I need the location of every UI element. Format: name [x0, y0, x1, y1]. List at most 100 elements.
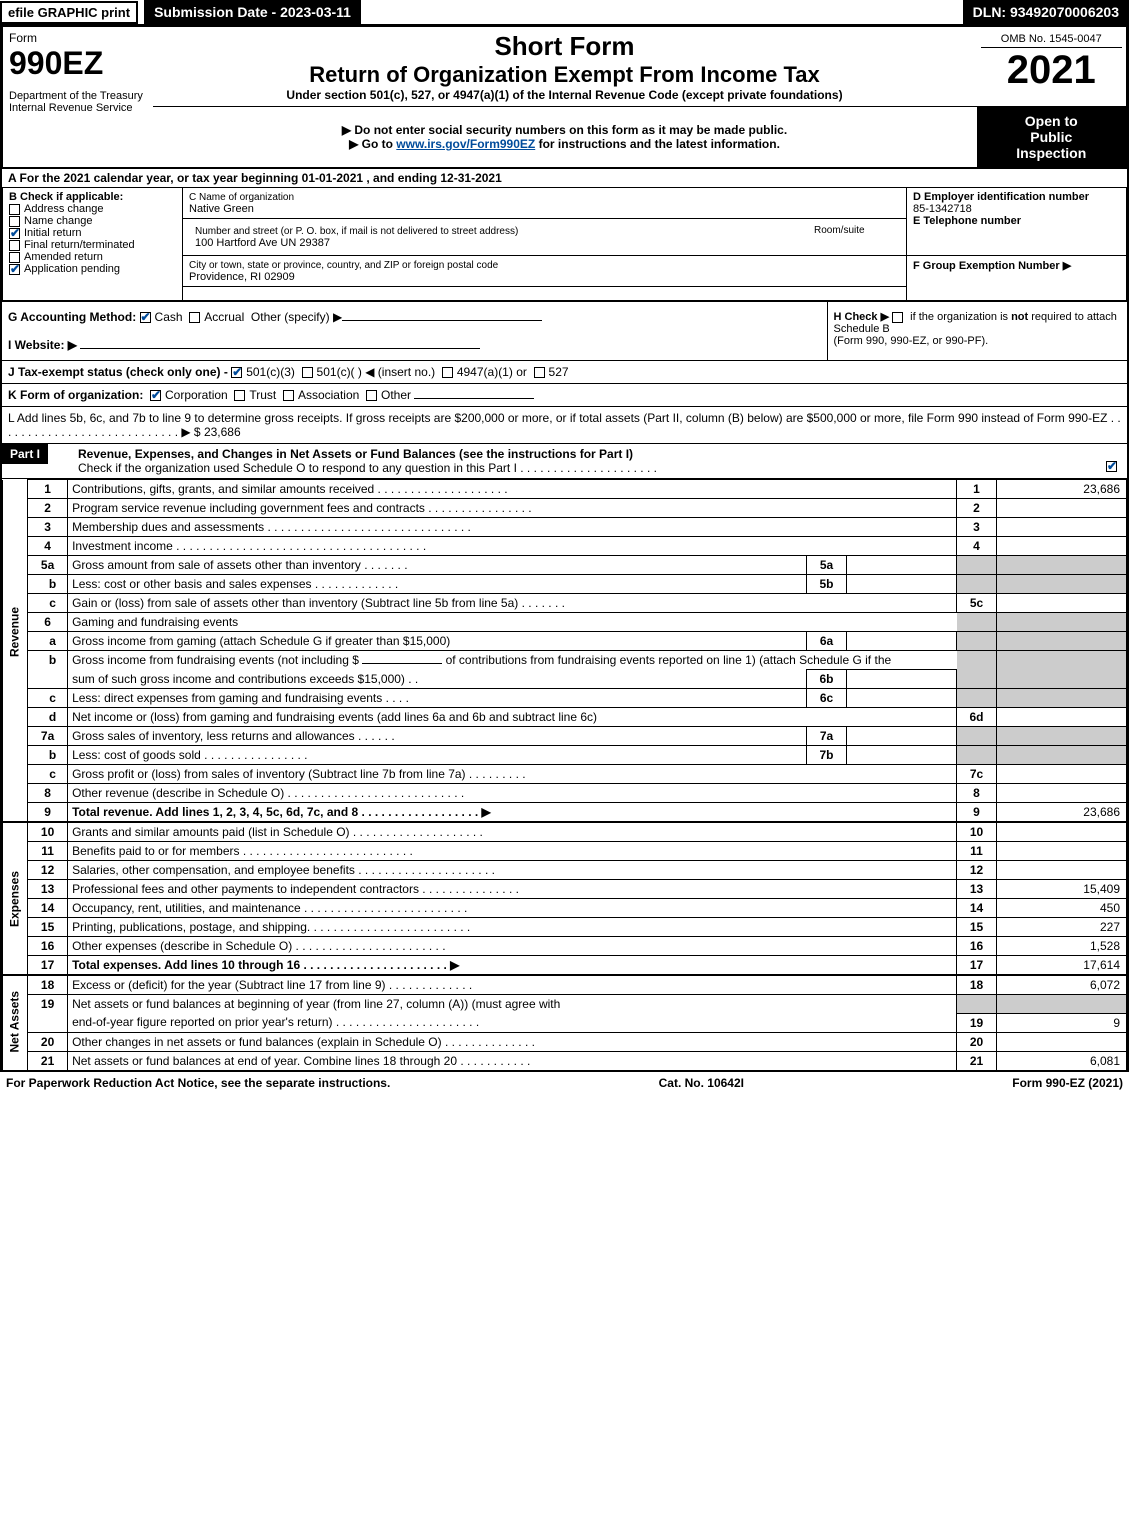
checkbox-cash[interactable] [140, 312, 151, 323]
desc-5c: Gain or (loss) from sale of assets other… [68, 594, 957, 613]
checkbox-app-pending[interactable] [9, 264, 20, 275]
omb-number: OMB No. 1545-0047 [981, 31, 1123, 48]
ln-16: 16 [28, 937, 68, 956]
checkbox-corp[interactable] [150, 390, 161, 401]
sub-6b: 6b [807, 670, 847, 689]
ln-7a: 7a [28, 727, 68, 746]
goto-text: ▶ Go to www.irs.gov/Form990EZ for instru… [157, 137, 973, 151]
desc-10: Grants and similar amounts paid (list in… [68, 822, 957, 842]
form-frame: Form 990EZ Department of the Treasury In… [0, 24, 1129, 1072]
sec-c-name-lbl: C Name of organization [189, 192, 294, 203]
irs-link[interactable]: www.irs.gov/Form990EZ [396, 137, 535, 151]
ln-7b: b [28, 746, 68, 765]
lines-grid: Revenue 1 Contributions, gifts, grants, … [2, 479, 1127, 1070]
checkbox-initial-return[interactable] [9, 228, 20, 239]
lbl-527: 527 [549, 365, 569, 379]
desc-16: Other expenses (describe in Schedule O) … [68, 937, 957, 956]
amt-15: 227 [997, 918, 1127, 937]
checkbox-accrual[interactable] [189, 312, 200, 323]
num-3: 3 [957, 518, 997, 537]
ln-12: 12 [28, 861, 68, 880]
checkbox-final-return[interactable] [9, 240, 20, 251]
desc-3: Membership dues and assessments . . . . … [68, 518, 957, 537]
lbl-other-method: Other (specify) ▶ [251, 310, 342, 324]
ln-17: 17 [28, 956, 68, 976]
desc-12: Salaries, other compensation, and employ… [68, 861, 957, 880]
desc-5b: Less: cost or other basis and sales expe… [68, 575, 807, 594]
desc-6c: Less: direct expenses from gaming and fu… [68, 689, 807, 708]
sec-c-city-lbl: City or town, state or province, country… [189, 260, 498, 271]
dln-label: DLN: 93492070006203 [963, 0, 1129, 24]
checkbox-sched-b[interactable] [892, 312, 903, 323]
lbl-501c: 501(c)( ) [317, 365, 362, 379]
desc-6b-2: sum of such gross income and contributio… [68, 670, 807, 689]
sec-k: K Form of organization: Corporation Trus… [2, 383, 1127, 406]
lbl-insert-no: ◀ (insert no.) [365, 365, 435, 379]
footer-left: For Paperwork Reduction Act Notice, see … [6, 1076, 390, 1090]
sec-c-street-lbl: Number and street (or P. O. box, if mail… [195, 226, 518, 237]
checkbox-part1-schedo[interactable] [1106, 461, 1117, 472]
checkbox-address-change[interactable] [9, 204, 20, 215]
room-suite-lbl: Room/suite [810, 222, 900, 252]
sub-5b: 5b [807, 575, 847, 594]
num-1: 1 [957, 480, 997, 499]
lbl-cash: Cash [155, 310, 183, 324]
lbl-app-pending: Application pending [24, 263, 120, 275]
lbl-accrual: Accrual [204, 310, 244, 324]
other-method-line [342, 320, 542, 321]
num-15: 15 [957, 918, 997, 937]
desc-11: Benefits paid to or for members . . . . … [68, 842, 957, 861]
subamt-6a [847, 632, 957, 651]
ln-6d: d [28, 708, 68, 727]
num-9: 9 [957, 803, 997, 823]
org-name: Native Green [189, 203, 254, 215]
subamt-6b [847, 670, 957, 689]
form-word: Form [9, 31, 147, 45]
ln-3: 3 [28, 518, 68, 537]
vert-expenses: Expenses [3, 822, 28, 975]
sec-j-lbl: J Tax-exempt status (check only one) - [8, 365, 228, 379]
lbl-4947: 4947(a)(1) or [457, 365, 527, 379]
checkbox-527[interactable] [534, 367, 545, 378]
desc-4: Investment income . . . . . . . . . . . … [68, 537, 957, 556]
short-form-title: Short Form [157, 31, 973, 62]
ln-15: 15 [28, 918, 68, 937]
tax-year: 2021 [981, 48, 1123, 93]
ln-20: 20 [28, 1032, 68, 1051]
lbl-name-change: Name change [24, 215, 93, 227]
num-16: 16 [957, 937, 997, 956]
checkbox-501c[interactable] [302, 367, 313, 378]
desc-9: Total revenue. Add lines 1, 2, 3, 4, 5c,… [68, 803, 957, 823]
sub-6a: 6a [807, 632, 847, 651]
checkbox-other-org[interactable] [366, 390, 377, 401]
sec-b-title: B Check if applicable: [9, 191, 123, 203]
checkbox-501c3[interactable] [231, 367, 242, 378]
sub-5a: 5a [807, 556, 847, 575]
checkbox-assoc[interactable] [283, 390, 294, 401]
sec-k-lbl: K Form of organization: [8, 388, 143, 402]
num-19: 19 [957, 1013, 997, 1032]
num-11: 11 [957, 842, 997, 861]
desc-14: Occupancy, rent, utilities, and maintena… [68, 899, 957, 918]
desc-6: Gaming and fundraising events [68, 613, 957, 632]
footer-right: Form 990-EZ (2021) [1012, 1076, 1123, 1090]
lbl-501c3: 501(c)(3) [246, 365, 295, 379]
ln-18: 18 [28, 975, 68, 995]
lbl-trust: Trust [249, 388, 276, 402]
desc-5a: Gross amount from sale of assets other t… [68, 556, 807, 575]
sec-g-lbl: G Accounting Method: [8, 310, 136, 324]
desc-6a: Gross income from gaming (attach Schedul… [68, 632, 807, 651]
sub-7b: 7b [807, 746, 847, 765]
subamt-5a [847, 556, 957, 575]
num-13: 13 [957, 880, 997, 899]
checkbox-trust[interactable] [234, 390, 245, 401]
lbl-other-org: Other [381, 388, 411, 402]
num-8: 8 [957, 784, 997, 803]
city-value: Providence, RI 02909 [189, 271, 295, 283]
lbl-assoc: Association [298, 388, 359, 402]
checkbox-4947[interactable] [442, 367, 453, 378]
ln-21: 21 [28, 1051, 68, 1070]
ln-5b: b [28, 575, 68, 594]
lbl-amended: Amended return [24, 251, 103, 263]
desc-19b: end-of-year figure reported on prior yea… [68, 1013, 957, 1032]
